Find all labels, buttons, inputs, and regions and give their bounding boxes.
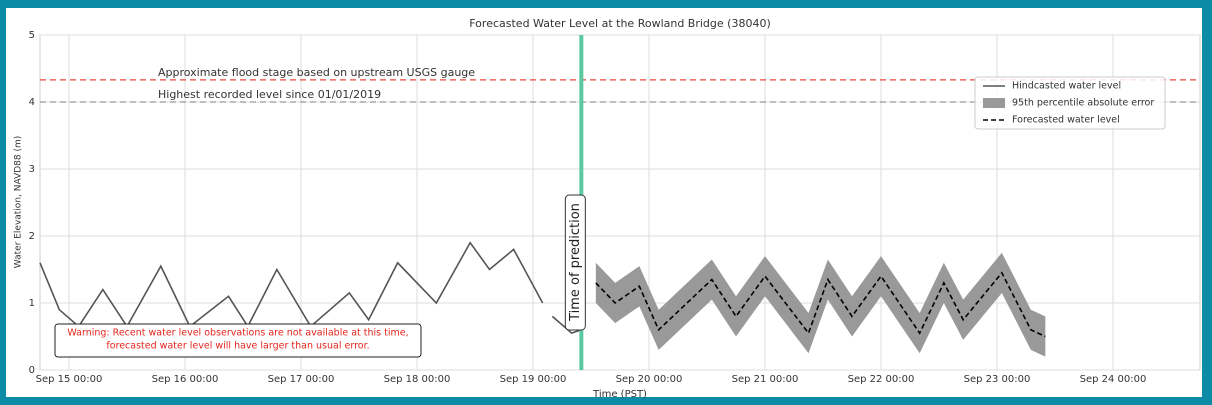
prediction-label-box (564, 194, 586, 331)
y-tick-label: 1 (29, 298, 35, 309)
x-axis-label: Time (PST) (592, 389, 647, 400)
x-tick-label: Sep 18 00:00 (384, 374, 451, 385)
reference-label: Highest recorded level since 01/01/2019 (158, 88, 381, 101)
y-axis-label: Water Elevation, NAVD88 (m) (14, 136, 24, 269)
x-tick-label: Sep 19 00:00 (500, 374, 567, 385)
y-tick-label: 3 (29, 164, 35, 175)
legend-label: Hindcasted water level (1012, 81, 1121, 92)
x-tick-label: Sep 22 00:00 (848, 374, 915, 385)
x-tick-label: Sep 15 00:00 (36, 374, 103, 385)
line (595, 271, 1046, 338)
y-tick-label: 0 (29, 365, 35, 376)
warning-text: Warning: Recent water level observations… (67, 328, 408, 339)
error-band (595, 252, 1046, 357)
y-tick-label: 2 (29, 231, 35, 242)
warning-text: forecasted water level will have larger … (106, 341, 369, 352)
x-tick-label: Sep 23 00:00 (964, 374, 1031, 385)
chart-title: Forecasted Water Level at the Rowland Br… (469, 17, 771, 30)
y-tick-label: 4 (29, 97, 35, 108)
legend-label: Forecasted water level (1012, 115, 1120, 126)
line (39, 241, 544, 329)
x-tick-label: Sep 20 00:00 (616, 374, 683, 385)
x-tick-label: Sep 16 00:00 (152, 374, 219, 385)
x-tick-label: Sep 21 00:00 (732, 374, 799, 385)
legend-swatch (983, 98, 1005, 108)
line (551, 315, 582, 335)
y-tick-label: 5 (29, 30, 35, 41)
legend-label: 95th percentile absolute error (1012, 98, 1154, 109)
prediction-label: Time of prediction (568, 203, 583, 322)
warning-box (54, 323, 422, 358)
reference-label: Approximate flood stage based on upstrea… (158, 66, 475, 79)
x-tick-label: Sep 24 00:00 (1080, 374, 1147, 385)
x-tick-label: Sep 17 00:00 (268, 374, 335, 385)
legend-box (974, 76, 1166, 130)
